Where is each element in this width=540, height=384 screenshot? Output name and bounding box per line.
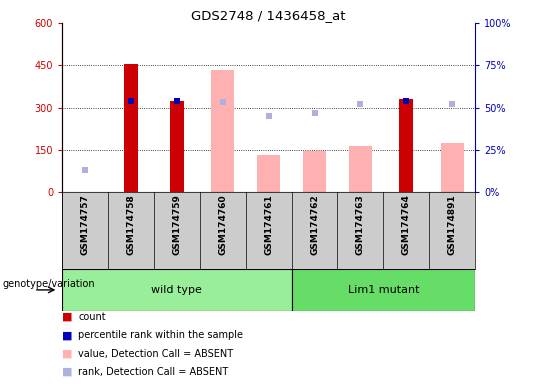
Bar [400, 99, 413, 192]
Bar [124, 65, 138, 192]
Text: GSM174758: GSM174758 [126, 194, 136, 255]
Text: GSM174891: GSM174891 [448, 194, 457, 255]
Text: ■: ■ [62, 349, 72, 359]
Text: GSM174759: GSM174759 [172, 194, 181, 255]
Text: Lim1 mutant: Lim1 mutant [348, 285, 419, 295]
Text: ■: ■ [62, 330, 72, 340]
Text: value, Detection Call = ABSENT: value, Detection Call = ABSENT [78, 349, 233, 359]
Text: GSM174763: GSM174763 [356, 194, 365, 255]
Text: ■: ■ [62, 367, 72, 377]
Bar [441, 143, 464, 192]
Point [310, 109, 319, 116]
Bar [257, 156, 280, 192]
Text: count: count [78, 312, 106, 322]
Bar [349, 146, 372, 192]
Text: GSM174764: GSM174764 [402, 194, 411, 255]
Text: percentile rank within the sample: percentile rank within the sample [78, 330, 244, 340]
Text: rank, Detection Call = ABSENT: rank, Detection Call = ABSENT [78, 367, 228, 377]
Text: GSM174761: GSM174761 [264, 194, 273, 255]
Point [356, 101, 365, 107]
Bar [211, 70, 234, 192]
Point [265, 113, 273, 119]
Point [402, 98, 410, 104]
Point [448, 101, 456, 107]
Point [172, 98, 181, 104]
Text: ■: ■ [62, 312, 72, 322]
Point [126, 98, 135, 104]
Point [81, 167, 90, 173]
Text: GSM174760: GSM174760 [218, 194, 227, 255]
Bar [170, 101, 184, 192]
Bar [292, 269, 475, 311]
Text: genotype/variation: genotype/variation [3, 279, 96, 289]
Text: GSM174757: GSM174757 [80, 194, 90, 255]
Title: GDS2748 / 1436458_at: GDS2748 / 1436458_at [191, 9, 346, 22]
Text: wild type: wild type [151, 285, 202, 295]
Bar [62, 269, 292, 311]
Point [218, 99, 227, 106]
Text: GSM174762: GSM174762 [310, 194, 319, 255]
Bar [303, 151, 326, 192]
